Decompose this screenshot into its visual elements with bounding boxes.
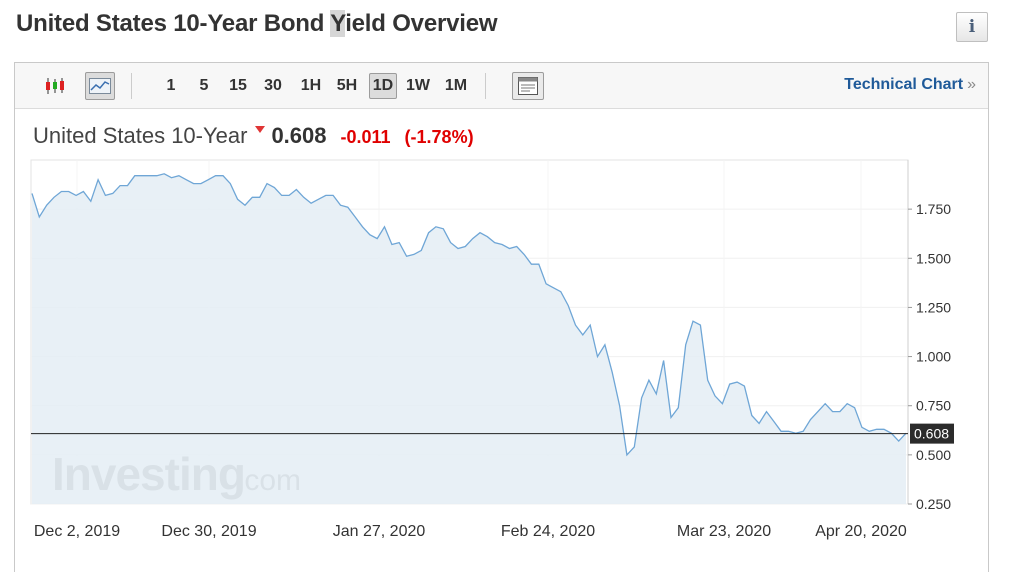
- y-tick-label: 1.000: [916, 349, 951, 365]
- y-tick-label: 1.500: [916, 250, 951, 266]
- price-change-percent: (-1.78%): [404, 127, 474, 147]
- y-tick-label: 0.750: [916, 398, 951, 414]
- x-tick-label: Dec 30, 2019: [161, 523, 256, 540]
- x-tick-label: Jan 27, 2020: [333, 523, 426, 540]
- price-change: -0.011: [340, 127, 391, 147]
- current-value-label: 0.608: [914, 426, 949, 442]
- price-chart: Investing.com 0.2500.5000.7501.0001.2501…: [30, 159, 954, 540]
- title-highlight: Y: [330, 10, 346, 37]
- timeframe-button-15[interactable]: 15: [229, 77, 247, 94]
- candlestick-chart-button[interactable]: [41, 72, 69, 100]
- window-layout-icon: [518, 77, 538, 95]
- x-tick-label: Apr 20, 2020: [815, 523, 907, 540]
- title-part-1: United States 10-Year Bond: [16, 10, 331, 37]
- page-title: United States 10-Year Bond Yield Overvie…: [16, 10, 498, 38]
- timeframe-button-1h[interactable]: 1H: [300, 77, 322, 94]
- series-line: [31, 173, 907, 457]
- timeframe-button-1m[interactable]: 1M: [444, 77, 468, 94]
- y-tick-label: 1.250: [916, 299, 951, 315]
- line-chart-icon: [89, 78, 111, 94]
- y-tick-label: 0.500: [916, 447, 951, 463]
- toolbar-separator: [485, 73, 486, 99]
- x-tick-label: Feb 24, 2020: [501, 523, 595, 540]
- double-chevron-right-icon: »: [967, 76, 976, 93]
- chart-toolbar: 1 5 15 30 1H 5H 1D 1W 1M Technical Chart»: [15, 63, 988, 109]
- timeframe-button-1w[interactable]: 1W: [406, 77, 430, 94]
- timeframe-button-30[interactable]: 30: [264, 77, 282, 94]
- info-icon: i: [968, 17, 976, 37]
- last-price: 0.608: [271, 123, 327, 148]
- quote-header: United States 10-Year 0.608 -0.011 (-1.7…: [33, 123, 474, 149]
- x-tick-label: Dec 2, 2019: [34, 523, 120, 540]
- y-tick-label: 1.750: [916, 201, 951, 217]
- instrument-name: United States 10-Year: [33, 123, 248, 148]
- down-arrow-icon: [255, 126, 266, 133]
- timeframe-button-1d[interactable]: 1D: [369, 73, 397, 99]
- series-area: [32, 173, 906, 505]
- technical-chart-link[interactable]: Technical Chart»: [844, 76, 976, 94]
- technical-chart-label: Technical Chart: [844, 76, 964, 93]
- current-value-badge: [910, 423, 954, 444]
- x-tick-label: Mar 23, 2020: [677, 523, 771, 540]
- line-chart-button[interactable]: [85, 72, 115, 100]
- toolbar-separator: [131, 73, 132, 99]
- timeframe-button-1[interactable]: 1: [166, 77, 176, 94]
- timeframe-button-5[interactable]: 5: [199, 77, 209, 94]
- candlestick-icon: [46, 78, 64, 94]
- info-button[interactable]: i: [956, 12, 988, 42]
- title-part-2: ield Overview: [345, 10, 498, 37]
- timeframe-button-5h[interactable]: 5H: [336, 77, 358, 94]
- y-tick-label: 0.250: [916, 496, 951, 512]
- chart-settings-button[interactable]: [512, 72, 544, 100]
